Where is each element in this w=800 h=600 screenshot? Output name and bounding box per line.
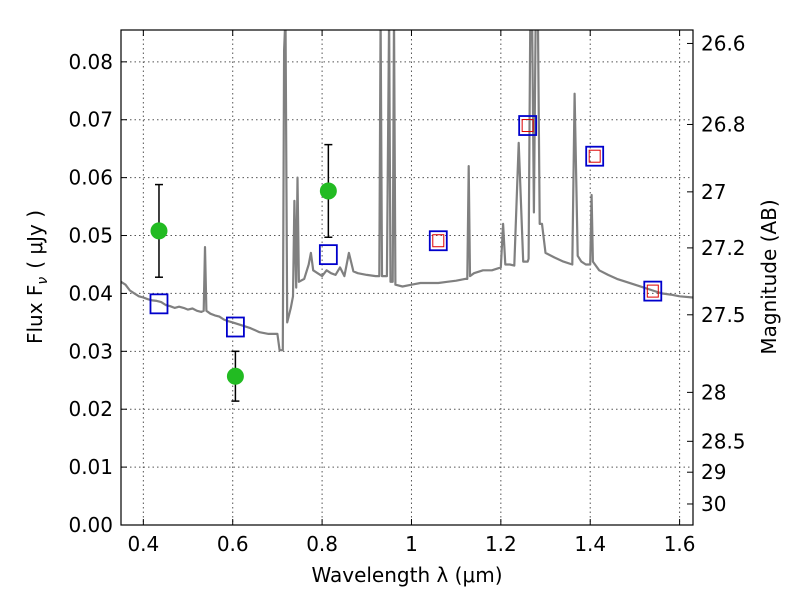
observed-point bbox=[226, 367, 244, 385]
x-tick-label: 0.6 bbox=[217, 532, 249, 556]
y-tick-label: 0.07 bbox=[68, 108, 113, 132]
model-spectrum-line bbox=[121, 30, 693, 352]
x-tick-label: 1.4 bbox=[574, 532, 606, 556]
mag-tick-label: 30 bbox=[701, 492, 726, 516]
mag-tick-label: 26.6 bbox=[701, 31, 746, 55]
y-axis-label: Flux Fν( μJy ) bbox=[23, 210, 51, 344]
y-tick-label: 0.06 bbox=[68, 166, 113, 190]
x-tick-label: 0.8 bbox=[306, 532, 338, 556]
model-photometry-square bbox=[643, 280, 663, 302]
y-tick-label: 0.05 bbox=[68, 224, 113, 248]
x-tick-label: 1.6 bbox=[664, 532, 696, 556]
y-tick-label: 0.01 bbox=[68, 455, 113, 479]
x-tick-label: 0.4 bbox=[127, 532, 159, 556]
model-photometry-square bbox=[428, 230, 448, 252]
mag-tick-label: 27 bbox=[701, 180, 726, 204]
model-photometry-square bbox=[149, 293, 169, 315]
model-photometry-inner-square bbox=[432, 234, 445, 248]
model-photometry-square bbox=[318, 244, 338, 266]
mag-tick-label: 29 bbox=[701, 460, 726, 484]
x-axis-label: Wavelength λ (μm) bbox=[311, 563, 502, 587]
grid bbox=[121, 30, 693, 526]
axis-ticks: 0.4 0.6 0.8 1 1.2 1.4 1.6 0.00 0.01 0.02 0.03 0.04 0… bbox=[68, 30, 746, 556]
x-tick-label: 1 bbox=[405, 532, 418, 556]
observed-point bbox=[150, 222, 168, 240]
model-photometry-square bbox=[518, 115, 538, 136]
y-tick-label: 0.00 bbox=[68, 513, 113, 537]
y-tick-label: 0.02 bbox=[68, 397, 113, 421]
model-photometry-inner-square bbox=[521, 119, 534, 133]
photometry-marks bbox=[149, 115, 663, 402]
mag-tick-label: 27.2 bbox=[701, 236, 746, 260]
mag-tick-label: 26.8 bbox=[701, 112, 746, 136]
x-tick-label: 1.2 bbox=[485, 532, 517, 556]
model-photometry-square bbox=[585, 145, 605, 167]
y-tick-label: 0.08 bbox=[68, 50, 113, 74]
magnitude-axis-label: Magnitude (AB) bbox=[757, 199, 781, 354]
observed-point bbox=[319, 182, 337, 200]
plot-area bbox=[121, 30, 693, 402]
model-photometry-inner-square bbox=[646, 284, 659, 298]
mag-tick-label: 28 bbox=[701, 380, 726, 404]
y-tick-label: 0.03 bbox=[68, 339, 113, 363]
model-photometry-square bbox=[225, 316, 245, 338]
mag-tick-label: 28.5 bbox=[701, 429, 746, 453]
mag-tick-label: 27.5 bbox=[701, 303, 746, 327]
model-photometry-inner-square bbox=[588, 149, 601, 163]
plot-frame bbox=[120, 29, 694, 526]
y-tick-label: 0.04 bbox=[68, 281, 113, 305]
